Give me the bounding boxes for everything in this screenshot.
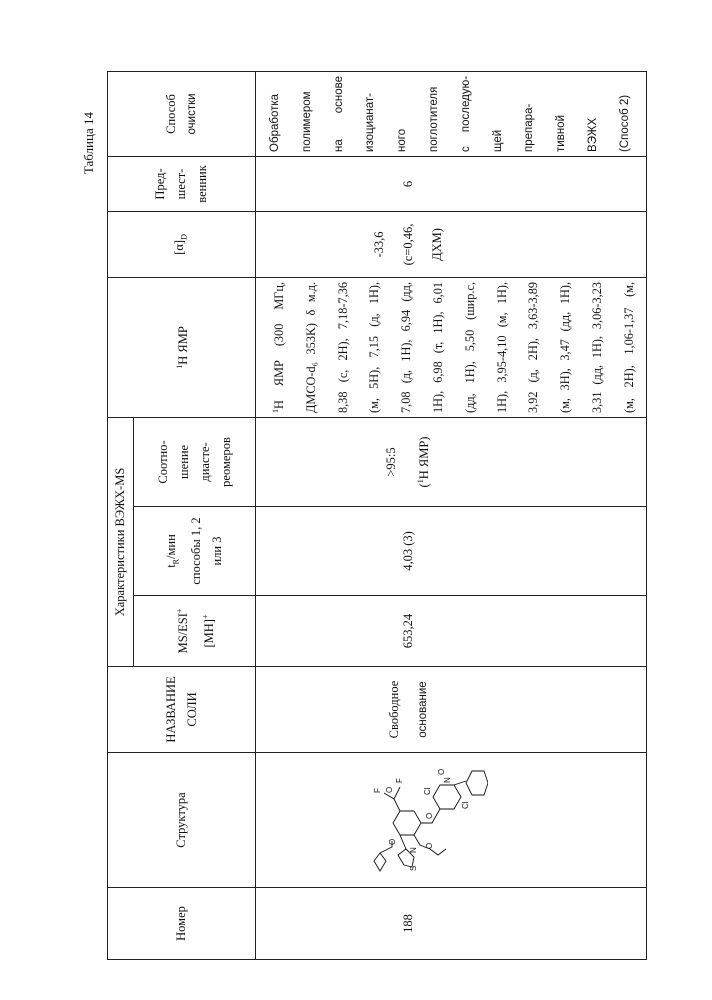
nmr-line: (м, 2H), 1,06-1,37 (м,	[614, 282, 646, 413]
header-precursor-line: венник	[192, 157, 213, 211]
header-precursor-line: шест-	[171, 157, 192, 211]
purification-line: щей	[483, 76, 515, 152]
pyridine-n-oxide-ring	[433, 785, 461, 809]
header-number: Номер	[108, 888, 256, 960]
header-tr-line: или 3	[207, 507, 228, 595]
nmr-line: 1H ЯМР (300 МГц,	[260, 282, 296, 413]
purification-line: изоцианат-	[355, 76, 387, 152]
purification-line: тивной	[546, 76, 578, 152]
atom-label: O	[385, 787, 394, 793]
header-ms-line: MS/ESI+	[169, 596, 194, 666]
header-purification-line: очистки	[182, 72, 203, 156]
atom-label: O	[388, 839, 397, 845]
header-tr: tR/мин способы 1, 2 или 3	[134, 507, 256, 596]
nmr-line: (дд, 1H), 5,50 (шир.с,	[455, 282, 487, 413]
purification-line: ного	[387, 76, 419, 152]
purification-line: препара-	[514, 76, 546, 152]
cell-salt-name: Свободное основание	[256, 667, 647, 753]
header-hplc-ms-group: Характеристики ВЭЖХ-MS	[108, 417, 134, 666]
tr-value: 4,03 (3)	[394, 531, 423, 571]
header-alpha: [α]D	[108, 211, 256, 277]
nmr-line: 1H), 3,95-4,10 (м, 1H),	[487, 282, 519, 413]
header-nmr: 1H ЯМР	[108, 277, 256, 417]
salt-name-line: Свободное	[380, 681, 409, 739]
cyclopropyl-ring	[374, 853, 386, 871]
rotated-page: Таблица 14 Номер Структура НАЗВАНИЕ СОЛИ…	[107, 72, 640, 960]
atom-label: N	[443, 777, 452, 783]
atom-label: O	[437, 769, 446, 775]
atom-label: N	[409, 847, 418, 853]
ms-value: 653,24	[394, 614, 423, 648]
phenyl-ring-difluoromethoxy	[393, 811, 421, 835]
header-purification-line: Способ	[161, 72, 182, 156]
purification-line: полимером	[292, 76, 324, 152]
cell-number: 188	[256, 888, 647, 960]
header-ms: MS/ESI+ [MH]+	[134, 596, 256, 667]
cell-ms: 653,24	[256, 596, 647, 667]
atom-label: Cl	[423, 787, 432, 795]
nmr-line: 3,92 (д, 2H), 3,63-3,89	[518, 282, 550, 413]
nmr-line: (м, 3H), 3,47 (дд, 1H),	[550, 282, 582, 413]
cell-nmr: 1H ЯМР (300 МГц,ДМСО-d₆ 353K) δ м.д.8,38…	[256, 277, 647, 417]
nmr-text: 1H ЯМР (300 МГц,ДМСО-d₆ 353K) δ м.д.8,38…	[256, 278, 646, 417]
atom-label: F	[373, 788, 382, 793]
header-tr-line: tR/мин	[161, 507, 187, 595]
purification-line: ВЭЖХ	[578, 76, 610, 152]
purification-line: с последую-	[451, 76, 483, 152]
nmr-line: (м, 5H), 7,15 (д, 1H),	[359, 282, 391, 413]
atom-label: O	[425, 843, 434, 849]
salt-name-line: основание	[409, 681, 438, 737]
atom-label: F	[395, 778, 404, 783]
table-row: 188 O S	[256, 71, 647, 959]
alpha-conditions: (c=0,46,	[394, 224, 423, 266]
header-ms-line: [MH]+	[195, 596, 220, 666]
atom-label: O	[425, 813, 434, 819]
header-ratio-line: диасте-	[195, 418, 216, 506]
purification-text: Обработкаполимеромна основеизоцианат-ног…	[256, 72, 642, 156]
header-precursor: Пред- шест- венник	[108, 156, 256, 211]
header-salt-name-line: НАЗВАНИЕ	[161, 667, 182, 752]
alpha-value: -33,6	[365, 231, 394, 257]
header-purification: Способ очистки	[108, 71, 256, 156]
nmr-line: 3,31 (дд, 1H), 3,06-3,23	[582, 282, 614, 413]
header-ratio: Соотно- шение диасте- реомеров	[134, 417, 256, 506]
header-salt-name: НАЗВАНИЕ СОЛИ	[108, 667, 256, 753]
purification-line: на основе	[324, 76, 356, 152]
table-caption: Таблица 14	[81, 112, 97, 174]
header-ratio-line: шение	[174, 418, 195, 506]
header-salt-name-line: СОЛИ	[182, 667, 203, 752]
purification-line: Обработка	[260, 76, 292, 152]
cell-structure: O S N O O Cl N O Cl O F F	[256, 753, 647, 888]
chemical-structure-image: O S N O O Cl N O Cl O F F	[370, 761, 488, 879]
nmr-line: 1H), 6,98 (т, 1H), 6,01	[423, 282, 455, 413]
cell-ratio: >95:5 (1H ЯМР)	[256, 417, 647, 506]
cell-precursor: 6	[256, 156, 647, 211]
cell-alpha: -33,6 (c=0,46, ДХМ)	[256, 211, 647, 277]
number-value: 188	[394, 914, 423, 933]
nmr-line: ДМСО-d₆ 353K) δ м.д.	[296, 282, 328, 413]
purification-line: (Способ 2)	[610, 76, 642, 152]
benzyl-ring	[466, 771, 488, 795]
precursor-value: 6	[394, 181, 423, 187]
header-precursor-line: Пред-	[150, 157, 171, 211]
ratio-value: >95:5	[377, 447, 406, 476]
header-ratio-line: Соотно-	[153, 418, 174, 506]
atom-label: Cl	[461, 801, 470, 809]
alpha-solvent: ДХМ)	[423, 228, 452, 261]
header-ratio-line: реомеров	[216, 418, 237, 506]
header-tr-line: способы 1, 2	[186, 507, 207, 595]
atom-label: S	[409, 866, 418, 871]
header-structure: Структура	[108, 753, 256, 888]
purification-line: поглотителя	[419, 76, 451, 152]
data-table: Номер Структура НАЗВАНИЕ СОЛИ Характерис…	[107, 71, 647, 960]
cell-tr: 4,03 (3)	[256, 507, 647, 596]
cell-purification: Обработкаполимеромна основеизоцианат-ног…	[256, 71, 647, 156]
ratio-method: (1H ЯМР)	[406, 437, 439, 488]
nmr-line: 7,08 (д, 1H), 6,94 (дд,	[391, 282, 423, 413]
nmr-line: 8,38 (с, 2H), 7,18-7,36	[328, 282, 360, 413]
